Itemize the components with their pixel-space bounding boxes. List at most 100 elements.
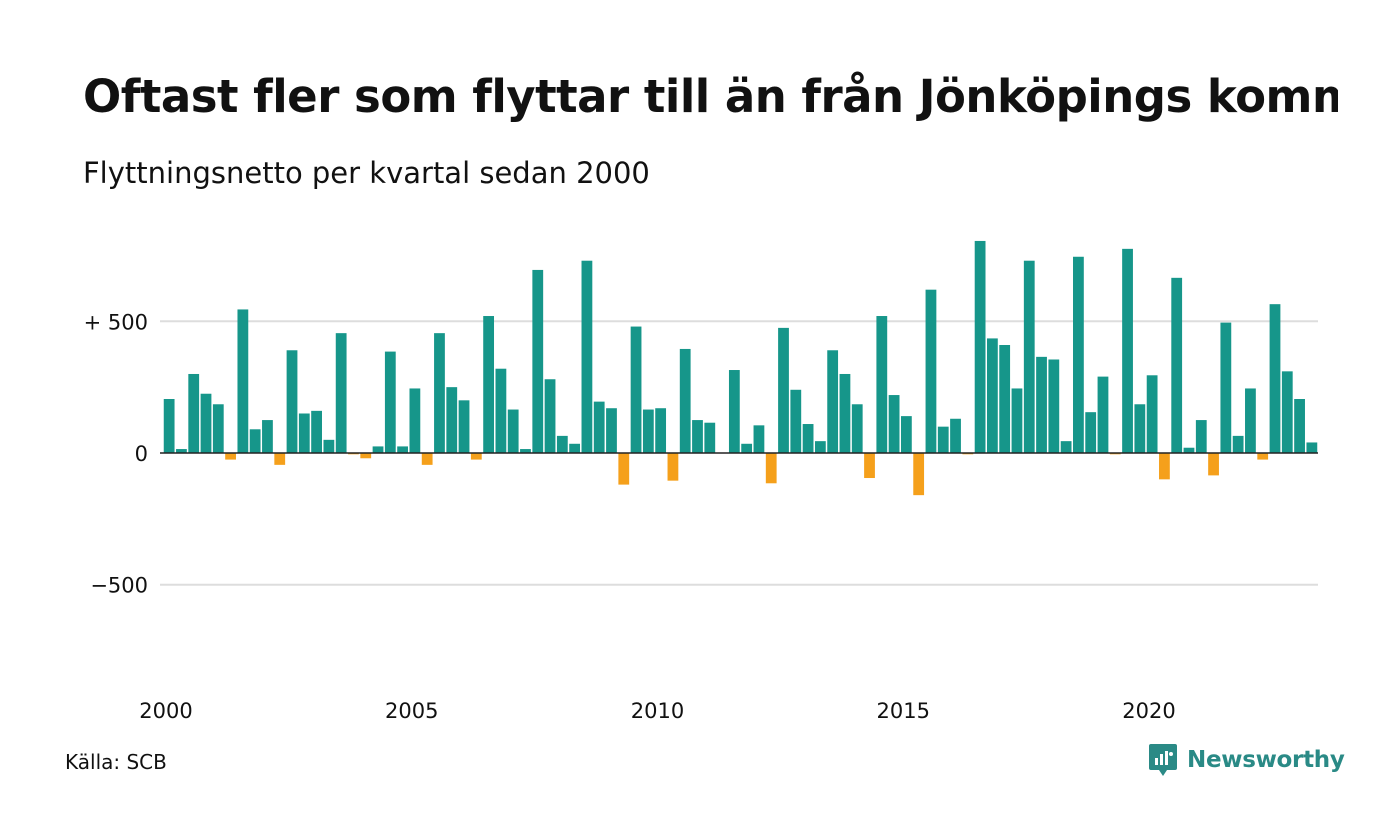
- bar: [679, 348, 691, 453]
- bar: [409, 388, 421, 453]
- bar: [1073, 256, 1084, 453]
- bar: [741, 443, 753, 453]
- bar: [802, 424, 814, 453]
- bar: [360, 453, 372, 459]
- bar: [532, 269, 544, 453]
- bar: [1208, 453, 1219, 476]
- bar: [176, 449, 187, 453]
- bar: [1257, 453, 1269, 460]
- bar: [593, 401, 605, 453]
- bar: [642, 409, 654, 453]
- bar: [483, 316, 495, 453]
- newsworthy-logo-icon: [1149, 744, 1177, 776]
- bar: [704, 422, 716, 453]
- bar: [814, 441, 826, 453]
- y-tick-label: + 500: [84, 310, 148, 334]
- bar: [556, 435, 568, 453]
- bar: [397, 446, 408, 453]
- bar: [974, 240, 986, 453]
- bar: [692, 420, 703, 453]
- bar: [765, 453, 777, 484]
- bar: [937, 426, 949, 453]
- brand-name: Newsworthy: [1187, 747, 1345, 773]
- bar: [790, 389, 802, 453]
- bar: [286, 350, 298, 453]
- bar: [311, 410, 322, 453]
- bar: [655, 408, 667, 453]
- bar: [888, 395, 900, 453]
- y-tick-label: 0: [135, 442, 148, 466]
- bar: [851, 404, 863, 453]
- bar: [1220, 322, 1232, 453]
- bar: [544, 379, 556, 453]
- bar: [1281, 371, 1293, 453]
- bar: [569, 443, 581, 453]
- bar: [913, 453, 925, 496]
- bar: [606, 408, 617, 453]
- bar: [667, 453, 679, 481]
- bar: [372, 446, 384, 453]
- chart-subtitle: Flyttningsnetto per kvartal sedan 2000: [83, 156, 650, 190]
- bar: [1134, 404, 1146, 453]
- bar: [200, 393, 212, 453]
- bar: [728, 370, 740, 453]
- bar: [950, 418, 961, 453]
- bar: [384, 351, 396, 453]
- bar: [298, 413, 310, 453]
- bar: [237, 309, 249, 453]
- bar: [458, 400, 470, 453]
- bar: [1146, 375, 1158, 453]
- bar: [778, 327, 789, 453]
- bar: [249, 429, 261, 453]
- bar: [470, 453, 482, 460]
- x-tick-label: 2010: [631, 699, 684, 723]
- bar: [581, 260, 593, 453]
- bar: [434, 333, 445, 453]
- bar: [839, 373, 851, 453]
- bar: [1122, 248, 1133, 453]
- bar: [1232, 435, 1244, 453]
- source-label: Källa: SCB: [65, 750, 167, 774]
- bar: [495, 368, 507, 453]
- bar: [1060, 441, 1072, 453]
- bars: [163, 240, 1318, 496]
- bar: [188, 373, 200, 453]
- bar: [1294, 399, 1305, 453]
- brand-logo: Newsworthy: [1148, 742, 1345, 778]
- bar: [421, 453, 433, 465]
- bar: [225, 453, 236, 460]
- bar: [900, 416, 912, 453]
- bar: [335, 333, 347, 453]
- bar: [212, 404, 224, 453]
- bar: [1306, 442, 1318, 453]
- x-tick-label: 2005: [385, 699, 438, 723]
- bar: [507, 409, 519, 453]
- bar: [864, 453, 875, 479]
- bar: [446, 387, 458, 453]
- bar: [1036, 356, 1047, 453]
- bar: [1097, 376, 1109, 453]
- bar: [1245, 388, 1256, 453]
- x-tick-label: 2000: [139, 699, 192, 723]
- bar: [1085, 412, 1097, 453]
- bar: [827, 350, 839, 453]
- bar: [1183, 447, 1195, 453]
- bar: [986, 338, 998, 453]
- bar: [1048, 359, 1060, 453]
- x-tick-label: 2015: [877, 699, 930, 723]
- bar: [1159, 453, 1170, 480]
- bar: [753, 425, 765, 453]
- bar: [630, 326, 642, 453]
- bar: [925, 289, 937, 453]
- bar: [1269, 304, 1281, 453]
- bar: [1011, 388, 1023, 453]
- chart-title: Oftast fler som flyttar till än från Jön…: [83, 70, 1338, 123]
- bar: [999, 345, 1011, 453]
- bar: [1023, 260, 1035, 453]
- bar: [876, 316, 888, 453]
- x-tick-label: 2020: [1122, 699, 1175, 723]
- bar: [520, 449, 531, 453]
- bar: [618, 453, 630, 485]
- bar: [163, 399, 175, 453]
